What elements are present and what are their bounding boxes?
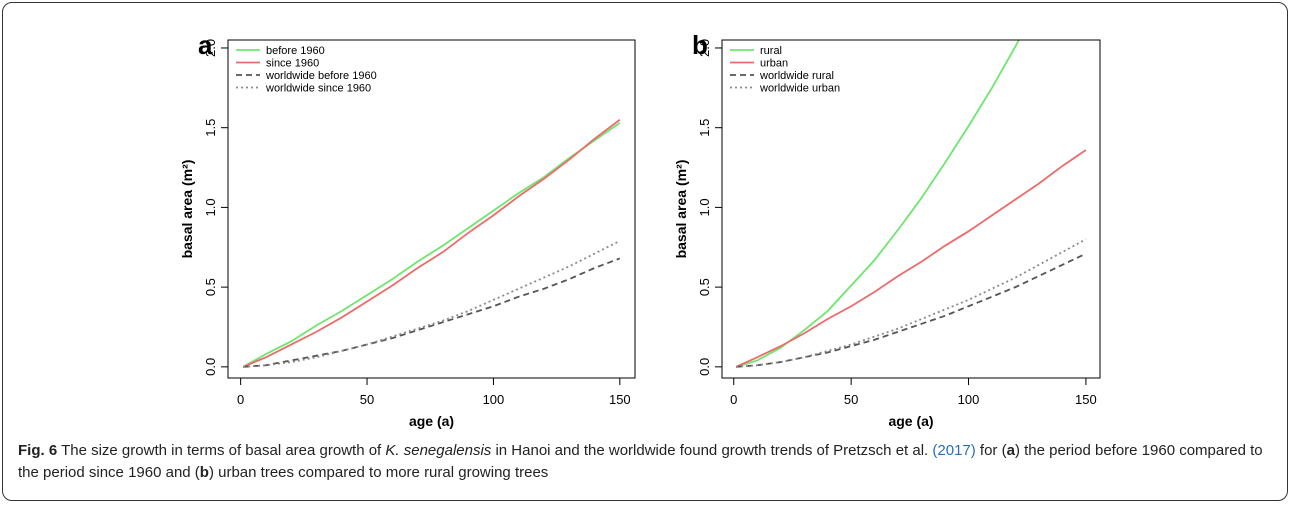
- y-tick-label: 0.5: [697, 278, 712, 296]
- caption-bold: b: [199, 464, 209, 481]
- panel-label: b: [692, 30, 708, 60]
- legend-label: before 1960: [266, 45, 325, 57]
- legend-label: rural: [760, 45, 782, 57]
- legend-label: worldwide since 1960: [265, 83, 371, 95]
- x-axis-label: age (a): [888, 413, 933, 429]
- figure: 0 50 100 150 0.0 0.5 1.0 1.5 2.0 age (a) basal are…: [179, 30, 1101, 429]
- series-line: [736, 238, 1087, 368]
- series-line: [735, 40, 1020, 368]
- x-tick-label: 50: [844, 392, 858, 407]
- series-line: [242, 119, 621, 368]
- legend-label: urban: [760, 58, 788, 70]
- caption-normal: for (: [975, 442, 1007, 459]
- series-line: [242, 122, 621, 368]
- y-tick-label: 2.0: [697, 39, 712, 57]
- caption-italic: K. senegalensis: [385, 442, 492, 459]
- y-tick-label: 1.5: [203, 119, 218, 137]
- caption: Fig. 6 The size growth in terms of basal…: [18, 440, 1280, 484]
- x-tick-label: 100: [483, 392, 505, 407]
- x-tick-label: 0: [730, 392, 737, 407]
- legend-label: worldwide rural: [759, 70, 834, 82]
- caption-link[interactable]: (2017): [932, 442, 976, 459]
- legend-label: since 1960: [266, 58, 319, 70]
- y-axis-label: basal area (m²): [673, 160, 689, 259]
- plot-box: [721, 39, 1101, 379]
- panel-label: a: [198, 30, 213, 60]
- caption-normal: The size growth in terms of basal area g…: [57, 442, 386, 459]
- y-tick-label: 0.5: [203, 278, 218, 296]
- x-tick-label: 150: [609, 392, 631, 407]
- series-line: [735, 149, 1087, 368]
- x-tick-label: 50: [360, 392, 374, 407]
- y-tick-label: 0.0: [697, 358, 712, 376]
- series-line: [243, 240, 621, 368]
- caption-bold: Fig. 6: [18, 442, 58, 459]
- y-tick-label: 0.0: [203, 358, 218, 376]
- caption-normal: in Hanoi and the worldwide found growth …: [491, 442, 933, 459]
- x-tick-label: 150: [1075, 392, 1097, 407]
- legend-label: worldwide urban: [759, 83, 840, 95]
- y-axis-label: basal area (m²): [179, 160, 195, 259]
- series-line: [736, 252, 1087, 368]
- x-tick-label: 100: [958, 392, 980, 407]
- caption-normal: ) the period before 1960 compared to the…: [18, 442, 1263, 481]
- y-tick-label: 2.0: [203, 39, 218, 57]
- caption-normal: ) urban trees compared to more rural gro…: [208, 464, 549, 481]
- caption-bold: a: [1006, 442, 1015, 459]
- y-tick-label: 1.5: [697, 119, 712, 137]
- y-tick-label: 1.0: [203, 198, 218, 216]
- y-tick-label: 1.0: [697, 198, 712, 216]
- x-axis-label: age (a): [409, 413, 454, 429]
- x-tick-label: 0: [237, 392, 244, 407]
- legend-label: worldwide before 1960: [265, 70, 377, 82]
- plot-box: [227, 39, 636, 379]
- series-line: [243, 257, 621, 368]
